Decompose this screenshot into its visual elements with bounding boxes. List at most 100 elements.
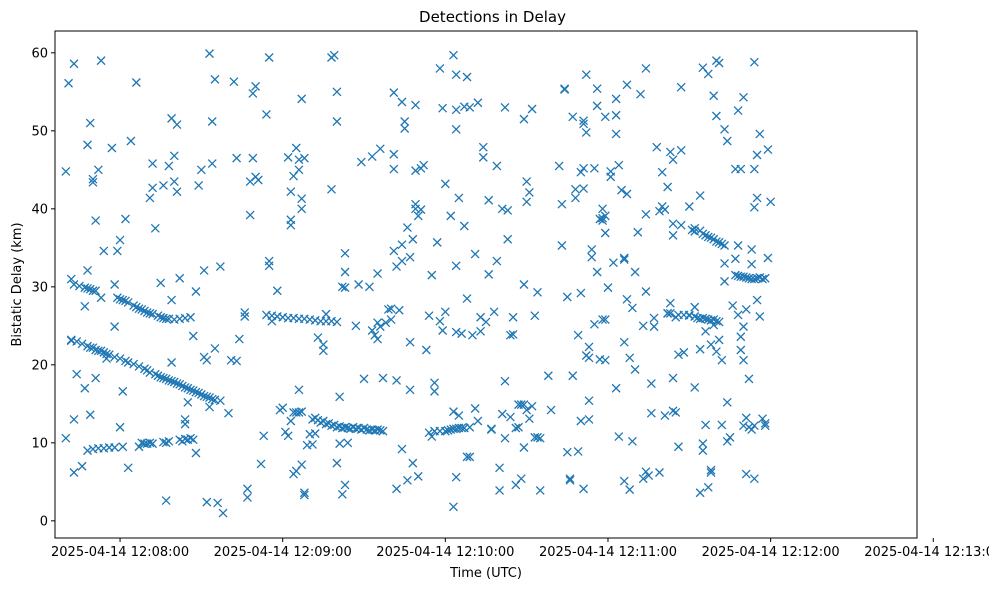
data-point xyxy=(641,63,651,73)
data-point xyxy=(318,340,328,350)
data-point xyxy=(638,474,648,484)
data-point xyxy=(161,496,171,506)
data-point xyxy=(134,304,144,314)
data-point xyxy=(535,485,545,495)
data-point xyxy=(150,223,160,233)
data-point xyxy=(321,309,331,319)
data-point xyxy=(335,392,345,402)
data-point xyxy=(749,274,759,284)
data-point xyxy=(698,439,708,449)
data-point xyxy=(202,392,212,402)
data-point xyxy=(145,438,155,448)
data-point xyxy=(492,161,502,171)
data-point xyxy=(297,204,307,214)
data-point xyxy=(278,403,288,413)
y-tick-label: 10 xyxy=(31,436,48,451)
data-point xyxy=(701,230,711,240)
data-point xyxy=(110,352,120,362)
data-point xyxy=(457,329,467,339)
data-point xyxy=(389,246,399,256)
data-point xyxy=(703,69,713,79)
data-point xyxy=(186,312,195,322)
data-point xyxy=(736,332,746,342)
data-point xyxy=(476,326,486,336)
data-point xyxy=(465,452,475,462)
x-tick-label: 2025-04-14 12:12:00 xyxy=(702,545,840,560)
data-point xyxy=(294,407,304,417)
data-point xyxy=(598,204,608,214)
data-point xyxy=(397,444,407,454)
data-point xyxy=(88,286,98,296)
data-point xyxy=(161,438,171,448)
data-point xyxy=(332,117,342,126)
data-point xyxy=(758,414,767,424)
data-point xyxy=(224,408,233,418)
data-point xyxy=(145,308,155,318)
data-point xyxy=(565,474,575,484)
x-tick-label: 2025-04-14 12:10:00 xyxy=(376,545,514,560)
data-point xyxy=(570,193,580,203)
data-point xyxy=(115,294,125,304)
data-point xyxy=(665,298,675,308)
data-point xyxy=(603,283,613,293)
data-point xyxy=(500,102,510,112)
data-point xyxy=(451,124,461,134)
data-point xyxy=(657,167,667,177)
data-point xyxy=(660,205,670,215)
data-point xyxy=(587,252,597,262)
data-point xyxy=(741,273,751,282)
data-point xyxy=(183,397,193,407)
data-point xyxy=(164,161,174,171)
x-tick-label: 2025-04-14 12:13:00 xyxy=(864,545,989,560)
data-point xyxy=(297,407,307,417)
data-point xyxy=(123,463,133,473)
data-point xyxy=(733,106,743,116)
data-point xyxy=(741,413,751,423)
data-point xyxy=(85,410,95,420)
data-point xyxy=(367,152,377,162)
data-point xyxy=(720,241,730,250)
data-point xyxy=(332,458,342,468)
data-point xyxy=(701,314,711,324)
data-point xyxy=(679,347,689,357)
data-point xyxy=(543,371,553,381)
data-point xyxy=(611,110,621,120)
data-point xyxy=(167,295,177,305)
data-point xyxy=(584,342,594,352)
data-point xyxy=(495,463,505,473)
data-point xyxy=(77,461,87,471)
data-point xyxy=(367,326,377,335)
data-point xyxy=(579,184,589,194)
data-point xyxy=(760,421,770,431)
data-point xyxy=(115,235,125,245)
data-point xyxy=(619,476,629,486)
data-point xyxy=(497,204,507,214)
data-point xyxy=(139,364,149,374)
data-point xyxy=(72,369,82,379)
data-point xyxy=(83,341,92,351)
data-point xyxy=(264,53,274,62)
data-point xyxy=(191,387,201,397)
data-point xyxy=(600,315,610,325)
data-point xyxy=(261,110,271,119)
data-point xyxy=(340,283,350,293)
data-point xyxy=(443,425,453,435)
data-point xyxy=(134,361,144,371)
data-point xyxy=(202,497,212,507)
data-point xyxy=(359,374,369,384)
data-point xyxy=(169,177,179,186)
data-point xyxy=(562,292,572,302)
y-tick: 20 xyxy=(31,358,55,373)
data-point xyxy=(714,58,724,68)
data-point xyxy=(646,408,656,418)
data-point xyxy=(435,63,445,73)
data-point xyxy=(641,209,651,219)
data-point xyxy=(335,439,345,449)
data-point xyxy=(744,374,754,384)
data-point xyxy=(484,195,494,205)
data-point xyxy=(614,432,624,442)
y-tick-label: 50 xyxy=(31,124,48,139)
data-point xyxy=(61,433,71,443)
data-point xyxy=(741,469,751,479)
data-point xyxy=(728,301,738,311)
